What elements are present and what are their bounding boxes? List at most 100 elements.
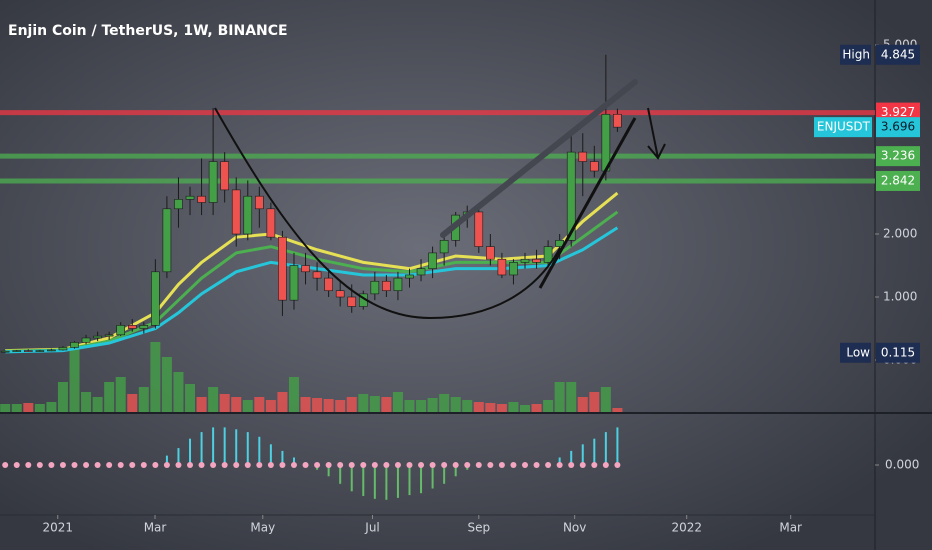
signal-dot xyxy=(394,462,401,468)
volume-bar xyxy=(323,399,334,412)
x-tick-label: Mar xyxy=(779,521,802,535)
candle-body xyxy=(382,280,391,292)
signal-dot xyxy=(175,462,182,468)
cup-drawing xyxy=(214,107,561,320)
signal-dot xyxy=(337,462,344,468)
candle-body xyxy=(185,195,195,200)
candle-body xyxy=(139,325,149,329)
candle-body xyxy=(301,265,310,273)
volume-bar xyxy=(196,397,207,412)
price-tag: 3.236 xyxy=(881,149,915,163)
candle-body xyxy=(532,258,541,263)
candle-body xyxy=(543,246,553,263)
x-tick-label: Nov xyxy=(563,521,586,535)
candle-body xyxy=(35,350,45,352)
signal-dot xyxy=(140,462,147,468)
signal-dot xyxy=(406,462,413,468)
candle-body xyxy=(590,161,599,172)
candle-body xyxy=(439,240,449,254)
volume-bar xyxy=(11,404,22,412)
candle-body xyxy=(312,271,322,279)
signal-dot xyxy=(464,462,471,468)
y-tick-label: 1.000 xyxy=(883,290,917,304)
volume-bar xyxy=(46,402,57,412)
signal-dot xyxy=(256,462,263,468)
volume-bar xyxy=(265,400,276,412)
candle-body xyxy=(231,189,241,235)
candle-body xyxy=(266,208,276,238)
volume-bar xyxy=(462,400,473,412)
signal-dot xyxy=(602,462,609,468)
volume-bar xyxy=(381,397,392,412)
signal-dot xyxy=(522,462,528,468)
price-tag-box xyxy=(876,117,920,138)
volume-bar xyxy=(508,402,519,412)
signal-dot xyxy=(568,462,575,468)
trend-line xyxy=(538,117,637,289)
candle-body xyxy=(566,151,576,241)
volume-bar xyxy=(173,372,184,412)
signal-dot xyxy=(475,462,482,468)
x-tick-label: Jul xyxy=(364,521,379,535)
candle-body xyxy=(278,236,287,301)
price-tag-box xyxy=(876,44,920,65)
candle-body xyxy=(243,195,253,235)
signal-dot xyxy=(25,462,32,468)
volume-bar xyxy=(254,397,265,412)
volume-bar xyxy=(404,400,415,412)
volume-bar xyxy=(104,382,115,412)
signal-dot xyxy=(48,462,55,468)
volume-bar xyxy=(531,404,542,412)
price-tag-box xyxy=(876,170,920,191)
volume-bar xyxy=(496,404,507,412)
candle-body xyxy=(162,208,172,273)
x-tick-label: 2021 xyxy=(42,521,73,535)
candle-body xyxy=(486,246,495,260)
volume-bar xyxy=(115,377,126,412)
candle-body xyxy=(151,271,160,326)
volume-bar xyxy=(242,400,253,412)
volume-bar xyxy=(300,397,311,412)
signal-dot xyxy=(267,462,274,468)
signal-dot xyxy=(556,462,563,468)
volume-bar xyxy=(600,387,611,412)
volume-bar xyxy=(416,400,427,412)
volume-bar xyxy=(127,394,138,412)
x-tick-label: Sep xyxy=(467,521,490,535)
signal-dot xyxy=(545,462,552,468)
volume-bar xyxy=(358,394,369,412)
volume-bar xyxy=(566,382,577,412)
signal-dot xyxy=(591,462,598,468)
signal-dot xyxy=(36,462,43,468)
candle-body xyxy=(428,252,437,269)
candle-body xyxy=(370,280,380,295)
volume-bar xyxy=(392,392,403,412)
x-tick-label: May xyxy=(250,521,275,535)
volume-bar xyxy=(185,384,196,412)
signal-dot xyxy=(94,462,101,468)
candle-body xyxy=(47,349,56,352)
volume-bar xyxy=(346,397,357,412)
signal-dot xyxy=(290,462,297,468)
signal-dot xyxy=(441,462,448,468)
volume-bar xyxy=(23,403,34,412)
candle-body xyxy=(208,161,218,203)
candle-body xyxy=(393,277,403,292)
trend-line xyxy=(440,79,638,238)
signal-dot xyxy=(302,462,309,468)
tag-label-box xyxy=(840,44,871,65)
signal-dot xyxy=(429,462,436,468)
candle-body xyxy=(116,325,126,336)
volume-bar xyxy=(439,394,450,412)
candle-body xyxy=(24,350,33,352)
candle-body xyxy=(0,350,10,353)
arrow-drawing xyxy=(647,107,666,160)
volume-bar xyxy=(231,397,242,412)
volume-bar xyxy=(427,398,438,412)
x-tick-label: Mar xyxy=(144,521,167,535)
volume-bar xyxy=(612,408,623,412)
tag-label: High xyxy=(842,47,870,61)
signal-dot xyxy=(187,462,194,468)
